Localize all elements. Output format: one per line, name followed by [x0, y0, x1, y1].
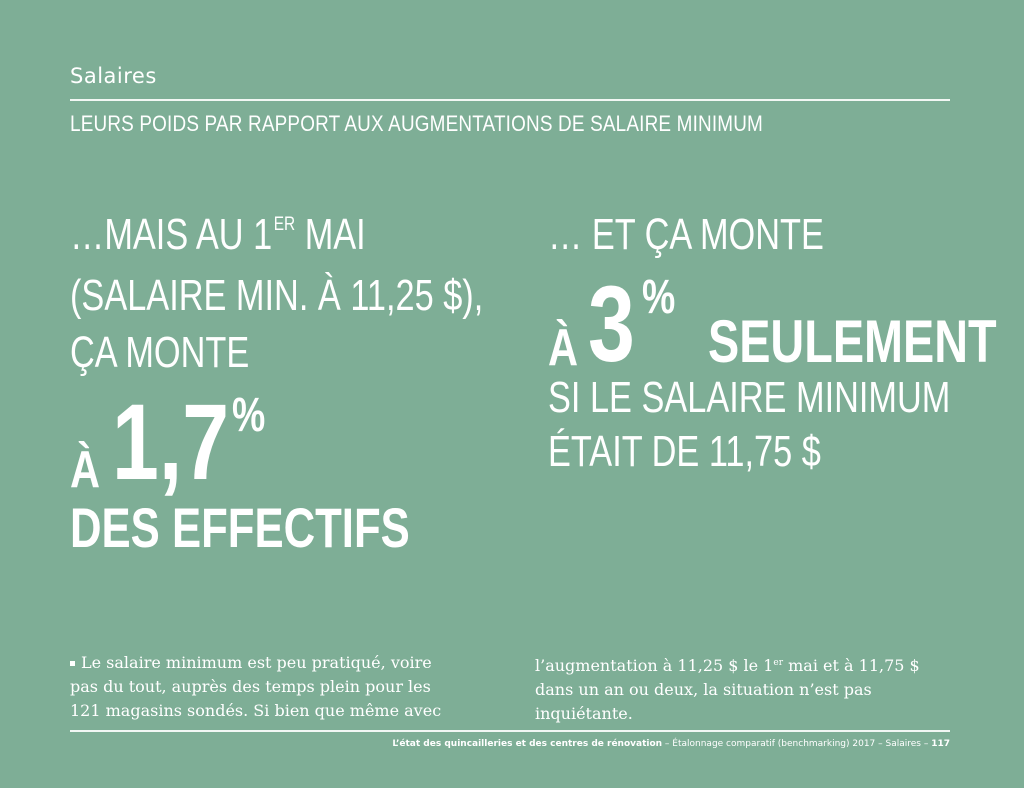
left-percent: % [232, 389, 266, 442]
page-number: 117 [931, 739, 950, 749]
left-a-word: À [70, 441, 101, 499]
left-line-5: DES EFFECTIFS [70, 496, 410, 559]
bottom-divider [70, 730, 950, 732]
left-line-1-post: MAI [295, 210, 366, 259]
left-line-1: …MAIS AU 1ER MAI [70, 213, 366, 257]
body-right-pre: l’augmentation à 11,25 $ le 1 [535, 656, 774, 675]
footer-title: L’état des quincailleries et des centres… [392, 739, 663, 749]
right-line-3: SI LE SALAIRE MINIMUM [548, 373, 951, 422]
body-right-post: mai et à 11,75 $ dans un an ou deux, la … [535, 656, 920, 723]
left-line-1-sup: ER [273, 213, 296, 236]
body-left-paragraph: Le salaire minimum est peu pratiqué, voi… [70, 651, 460, 723]
body-right-sup: er [773, 658, 784, 668]
bullet-square-icon [70, 661, 75, 666]
right-a-word: À [548, 319, 579, 377]
left-big-number: 1,7 [112, 381, 230, 502]
right-big-number: 3 [588, 263, 635, 384]
top-divider [70, 99, 950, 101]
body-left-text: Le salaire minimum est peu pratiqué, voi… [70, 653, 442, 720]
right-line-4: ÉTAIT DE 11,75 $ [548, 427, 821, 476]
body-right-paragraph: l’augmentation à 11,25 $ le 1er mai et à… [535, 651, 955, 726]
right-line-1: … ET ÇA MONTE [548, 210, 824, 259]
right-seulement: SEULEMENT [708, 308, 997, 375]
left-line-2: (SALAIRE MIN. À 11,25 $), [70, 271, 484, 320]
footer-rest: – Étalonnage comparatif (benchmarking) 2… [662, 739, 932, 749]
left-line-3: ÇA MONTE [70, 328, 250, 377]
section-title: Salaires [70, 64, 157, 88]
right-percent: % [642, 271, 676, 324]
page-subtitle: LEURS POIDS PAR RAPPORT AUX AUGMENTATION… [70, 111, 763, 136]
left-line-1-pre: …MAIS AU 1 [70, 210, 273, 259]
footer: L’état des quincailleries et des centres… [392, 739, 950, 749]
